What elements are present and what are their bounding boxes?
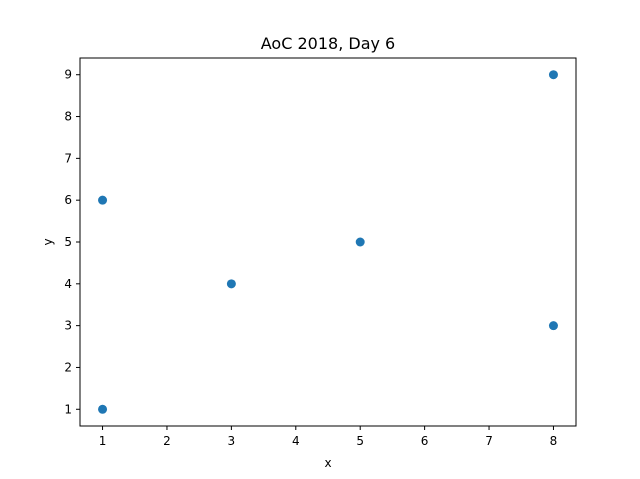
y-axis: 1 2 3 4 5 6 7 8 9: [64, 68, 80, 416]
y-axis-label: y: [41, 238, 55, 245]
y-tick-label: 3: [64, 319, 72, 333]
x-tick-label: 2: [163, 434, 171, 448]
y-tick-label: 5: [64, 235, 72, 249]
data-point: [355, 237, 365, 247]
x-tick-label: 4: [292, 434, 300, 448]
data-point: [226, 279, 236, 289]
data-points: [98, 70, 558, 414]
y-tick-label: 9: [64, 68, 72, 82]
x-tick-label: 1: [99, 434, 107, 448]
x-tick-label: 6: [421, 434, 429, 448]
y-tick-label: 4: [64, 277, 72, 291]
y-tick-label: 8: [64, 110, 72, 124]
x-axis-label: x: [324, 456, 331, 470]
chart-title: AoC 2018, Day 6: [261, 34, 395, 53]
x-tick-label: 5: [356, 434, 364, 448]
x-axis: 1 2 3 4 5 6 7 8: [99, 426, 558, 448]
x-tick-label: 8: [550, 434, 558, 448]
y-tick-label: 2: [64, 360, 72, 374]
data-point: [548, 321, 558, 331]
data-point: [98, 195, 108, 205]
y-tick-label: 1: [64, 402, 72, 416]
y-tick-label: 6: [64, 193, 72, 207]
plot-frame: [79, 57, 577, 427]
x-tick-label: 7: [485, 434, 493, 448]
y-tick-label: 7: [64, 151, 72, 165]
data-point: [548, 70, 558, 80]
data-point: [98, 404, 108, 414]
x-tick-label: 3: [228, 434, 236, 448]
